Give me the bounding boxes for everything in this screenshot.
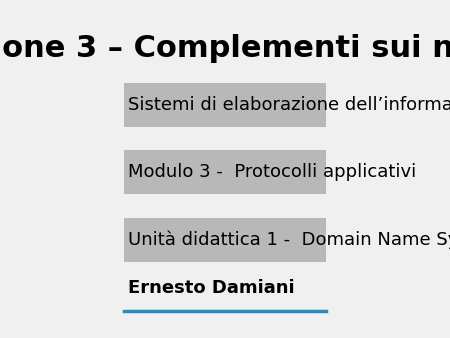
Text: Sistemi di elaborazione dell’informazione: Sistemi di elaborazione dell’informazion… — [128, 96, 450, 114]
FancyBboxPatch shape — [124, 218, 326, 262]
Text: Ernesto Damiani: Ernesto Damiani — [128, 280, 295, 297]
FancyBboxPatch shape — [124, 150, 326, 194]
Text: Lezione 3 – Complementi sui nomi: Lezione 3 – Complementi sui nomi — [0, 34, 450, 63]
Text: Modulo 3 -  Protocolli applicativi: Modulo 3 - Protocolli applicativi — [128, 163, 416, 182]
Text: Unità didattica 1 -  Domain Name System: Unità didattica 1 - Domain Name System — [128, 231, 450, 249]
FancyBboxPatch shape — [124, 83, 326, 127]
